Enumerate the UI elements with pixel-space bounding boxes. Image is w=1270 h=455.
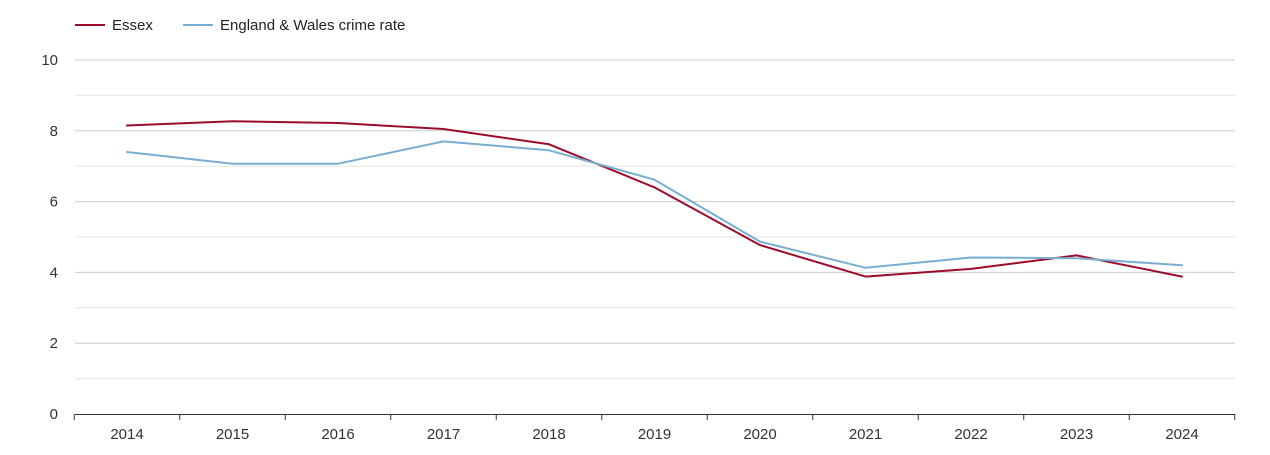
data-point — [863, 265, 868, 270]
x-tick-label: 2019 — [638, 426, 671, 443]
y-tick-label: 8 — [50, 123, 58, 140]
data-point — [1180, 263, 1185, 268]
data-point — [863, 274, 868, 279]
x-tick-label: 2022 — [954, 426, 987, 443]
series-line-essex — [126, 120, 1183, 278]
y-tick-label: 6 — [50, 194, 58, 211]
x-tick-label: 2014 — [110, 426, 143, 443]
x-tick-label: 2018 — [532, 426, 565, 443]
data-point — [125, 123, 130, 128]
series-line-england-wales — [126, 140, 1183, 269]
legend-item[interactable]: Essex — [75, 17, 153, 34]
x-tick-label: 2017 — [427, 426, 460, 443]
legend[interactable]: Essex England & Wales crime rate — [75, 17, 405, 34]
data-point — [230, 161, 235, 166]
data-point — [547, 148, 552, 153]
data-point — [758, 239, 763, 244]
data-point — [125, 150, 130, 155]
y-tick-label: 0 — [50, 406, 58, 423]
data-point — [547, 142, 552, 147]
data-point — [969, 255, 974, 260]
legend-label: Essex — [112, 17, 153, 34]
series-layer — [125, 119, 1185, 279]
x-tick-label: 2024 — [1165, 426, 1198, 443]
y-tick-label: 4 — [50, 264, 58, 281]
x-tick-label: 2016 — [321, 426, 354, 443]
data-point — [1074, 256, 1079, 261]
x-tick-label: 2023 — [1060, 426, 1093, 443]
data-point — [441, 127, 446, 132]
data-point — [1180, 274, 1185, 279]
axis-layer: 2014 2015 2016 2017 2018 2019 2020 2021 2022 2023… — [41, 52, 1236, 443]
data-point — [652, 185, 657, 190]
grid-layer — [75, 59, 1235, 380]
data-point — [336, 121, 341, 126]
x-tick-label: 2020 — [743, 426, 776, 443]
legend-label: England & Wales crime rate — [220, 17, 405, 34]
y-tick-label: 2 — [50, 335, 58, 352]
data-point — [652, 177, 657, 182]
data-point — [230, 119, 235, 124]
legend-item[interactable]: England & Wales crime rate — [183, 17, 405, 34]
y-tick-label: 10 — [41, 52, 58, 69]
data-point — [336, 161, 341, 166]
data-point — [441, 139, 446, 144]
data-point — [969, 266, 974, 271]
x-tick-label: 2015 — [216, 426, 249, 443]
x-tick-label: 2021 — [849, 426, 882, 443]
